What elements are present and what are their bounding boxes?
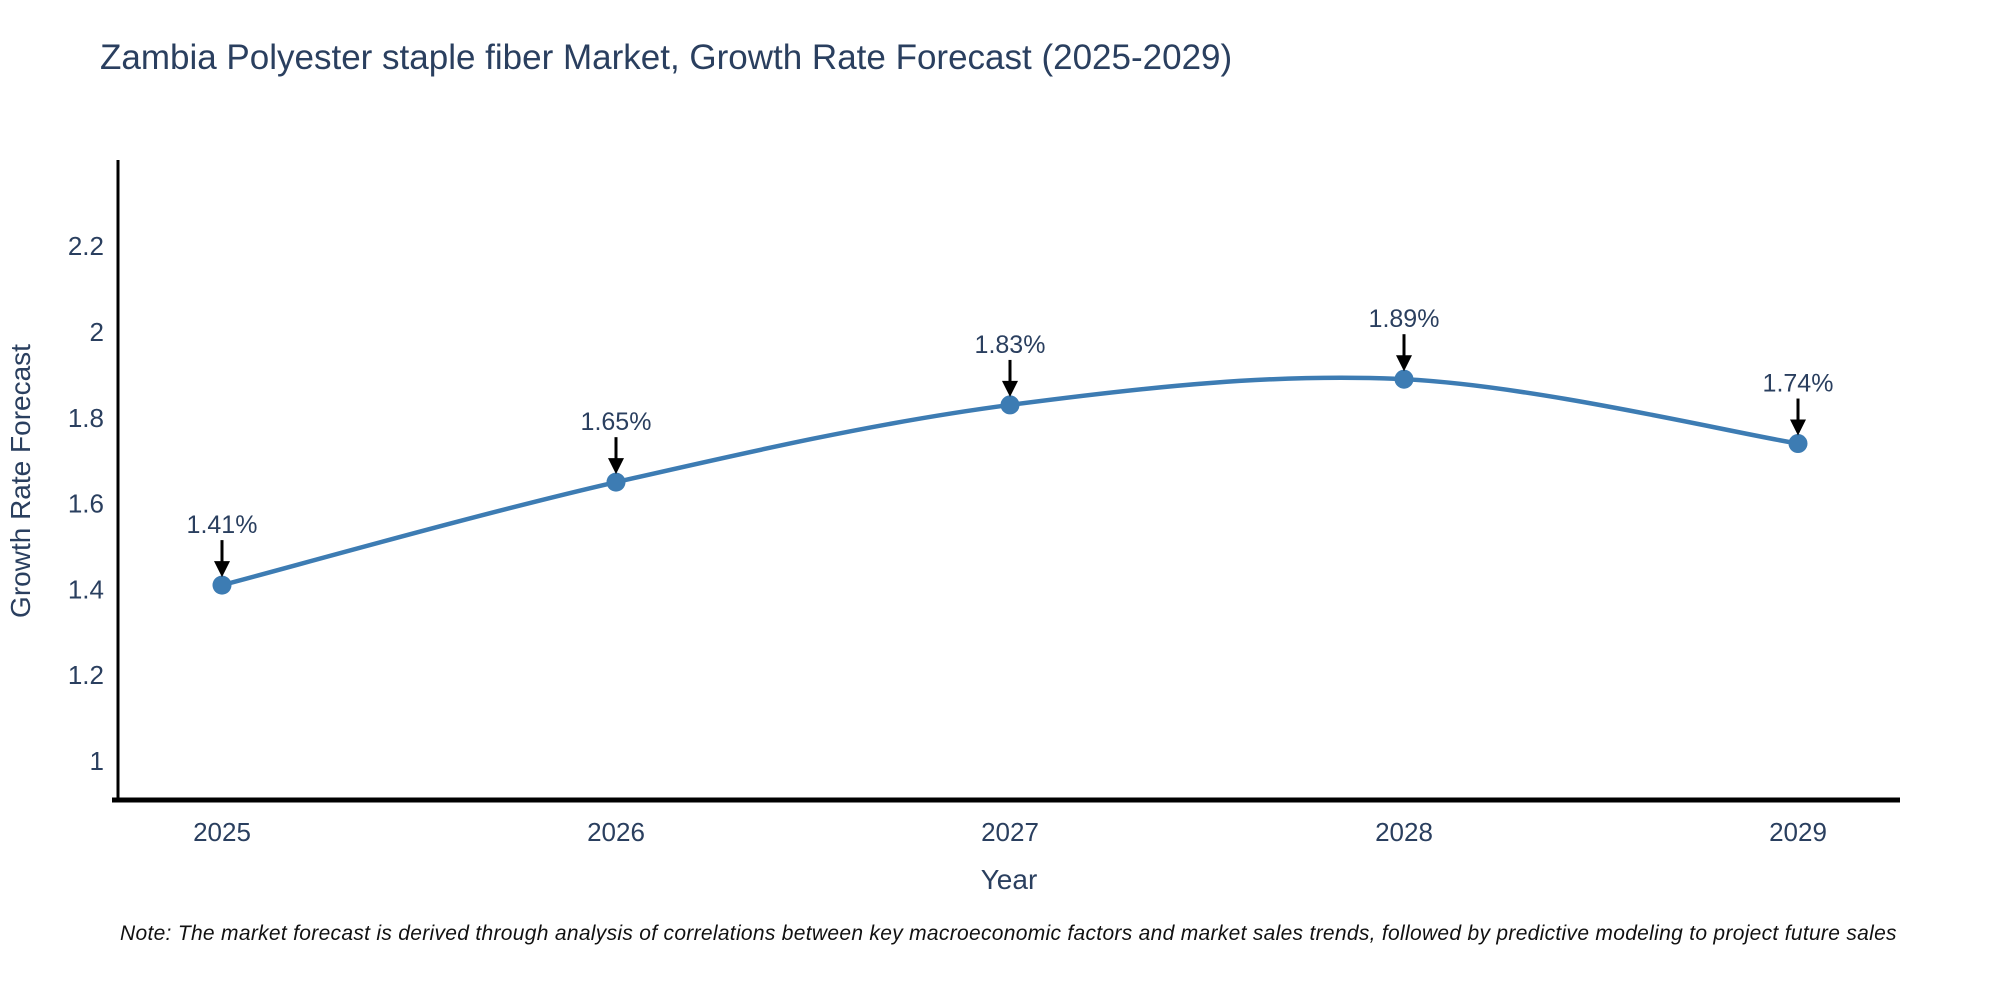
chart-title: Zambia Polyester staple fiber Market, Gr…	[100, 38, 1233, 77]
data-point-label: 1.65%	[581, 408, 652, 436]
x-tick-label: 2027	[981, 817, 1039, 847]
annotation-arrow-head	[214, 561, 230, 578]
x-tick-label: 2028	[1375, 817, 1433, 847]
y-tick-label: 1.6	[68, 489, 104, 519]
y-tick-label: 1	[90, 746, 104, 776]
data-point-marker	[606, 472, 626, 492]
x-tick-label: 2025	[193, 817, 251, 847]
data-point-marker	[1394, 369, 1414, 389]
annotation-arrow-head	[1396, 355, 1412, 372]
y-tick-label: 1.4	[68, 574, 104, 604]
data-point-marker	[1000, 395, 1020, 415]
data-point-marker	[1788, 434, 1808, 454]
footnote: Note: The market forecast is derived thr…	[120, 922, 1897, 945]
annotation-arrow-head	[608, 458, 624, 475]
data-point-label: 1.74%	[1763, 370, 1834, 398]
x-tick-label: 2029	[1769, 817, 1827, 847]
x-tick-label: 2026	[587, 817, 645, 847]
y-tick-label: 2.2	[68, 231, 104, 261]
data-point-label: 1.89%	[1369, 305, 1440, 333]
data-point-label: 1.83%	[975, 331, 1046, 359]
data-point-marker	[212, 575, 232, 595]
y-tick-label: 1.2	[68, 660, 104, 690]
y-axis-title: Growth Rate Forecast	[5, 344, 36, 618]
annotation-arrow-head	[1002, 380, 1018, 397]
x-axis-title: Year	[981, 864, 1038, 895]
annotation-arrow-head	[1790, 419, 1806, 436]
data-point-label: 1.41%	[187, 511, 258, 539]
y-tick-label: 1.8	[68, 403, 104, 433]
y-tick-label: 2	[90, 317, 104, 347]
